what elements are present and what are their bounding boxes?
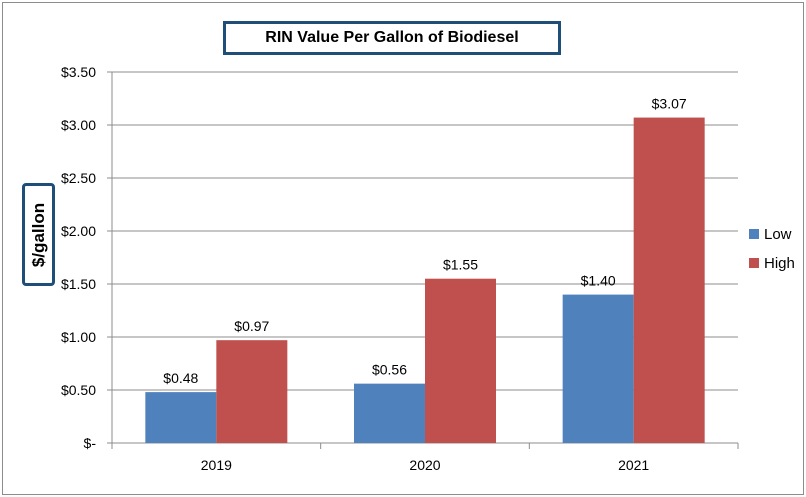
y-tick-label: $1.50 <box>61 276 96 292</box>
legend-label-high: High <box>764 254 795 272</box>
chart-title-text: RIN Value Per Gallon of Biodiesel <box>265 29 519 46</box>
y-tick-label: $1.00 <box>61 329 96 345</box>
data-label: $1.55 <box>443 257 478 273</box>
bar-high-2020 <box>425 278 496 443</box>
y-tick-label: $3.50 <box>61 64 96 80</box>
legend-swatch-low <box>749 229 759 239</box>
legend: Low High <box>749 224 795 282</box>
y-tick-label: $2.00 <box>61 223 96 239</box>
bar-high-2019 <box>216 340 288 443</box>
y-tick-label: $- <box>84 435 97 451</box>
legend-swatch-high <box>749 258 759 268</box>
data-label: $0.97 <box>234 318 269 334</box>
bar-low-2020 <box>354 383 425 443</box>
y-tick-label: $3.00 <box>61 117 96 133</box>
x-tick-label: 2019 <box>201 457 232 473</box>
x-tick-label: 2020 <box>409 457 440 473</box>
data-label: $3.07 <box>652 96 687 112</box>
y-axis-label-box: $/gallon <box>22 183 55 286</box>
data-label: $0.56 <box>372 362 407 378</box>
data-label: $0.48 <box>163 370 198 386</box>
bar-low-2021 <box>562 294 634 443</box>
legend-item-low: Low <box>749 224 795 244</box>
data-label: $1.40 <box>581 273 616 289</box>
x-tick-label: 2021 <box>618 457 649 473</box>
bar-low-2019 <box>145 392 217 443</box>
bar-high-2021 <box>633 117 705 443</box>
y-axis-label: $/gallon <box>28 202 48 267</box>
chart-title: RIN Value Per Gallon of Biodiesel <box>223 21 561 55</box>
y-tick-label: $0.50 <box>61 382 96 398</box>
legend-item-high: High <box>749 253 795 273</box>
y-tick-label: $2.50 <box>61 170 96 186</box>
legend-label-low: Low <box>764 225 792 243</box>
